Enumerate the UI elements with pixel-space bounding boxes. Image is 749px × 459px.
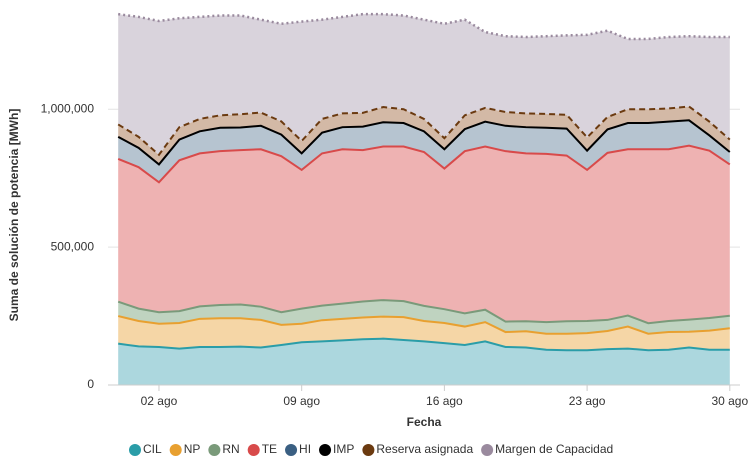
area-fill [118, 145, 730, 324]
series-line [117, 299, 730, 325]
area-fill [118, 316, 730, 351]
series-line [117, 315, 730, 335]
legend-label: Margen de Capacidad [495, 442, 613, 456]
legend-marker [208, 444, 221, 456]
y-tick-label: 500,000 [51, 239, 95, 253]
x-tick-label: 23 ago [569, 394, 606, 408]
legend-marker [319, 444, 332, 456]
legend-marker [362, 444, 375, 456]
series-line [117, 144, 731, 184]
x-tick-label: 02 ago [141, 394, 178, 408]
series-line [117, 119, 731, 166]
area-fill [118, 300, 730, 334]
legend-label: IMP [333, 442, 354, 456]
legend-label: TE [262, 442, 277, 456]
y-tick-label: 1,000,000 [41, 101, 95, 115]
y-tick-label: 0 [87, 377, 94, 391]
legend-marker [481, 444, 494, 456]
x-tick-label: 16 ago [426, 394, 463, 408]
series-line [118, 337, 730, 352]
series-line [117, 105, 731, 157]
y-axis-title: Suma de solución de potencia [MWh] [7, 109, 21, 322]
lines [117, 12, 731, 352]
legend-label: CIL [143, 442, 162, 456]
area-fill [118, 106, 730, 165]
x-tick-label: 09 ago [283, 394, 320, 408]
legend-label: NP [184, 442, 201, 456]
x-axis-title: Fecha [407, 415, 442, 429]
legend-label: Reserva asignada [376, 442, 473, 456]
legend-label: RN [222, 442, 239, 456]
legend-marker [129, 444, 141, 456]
legend-marker [169, 444, 182, 456]
legend-marker [247, 444, 260, 456]
legend-label: HI [299, 442, 311, 456]
x-tick-label: 30 ago [711, 394, 748, 408]
legend-marker [285, 444, 298, 456]
area-fill [118, 14, 730, 155]
